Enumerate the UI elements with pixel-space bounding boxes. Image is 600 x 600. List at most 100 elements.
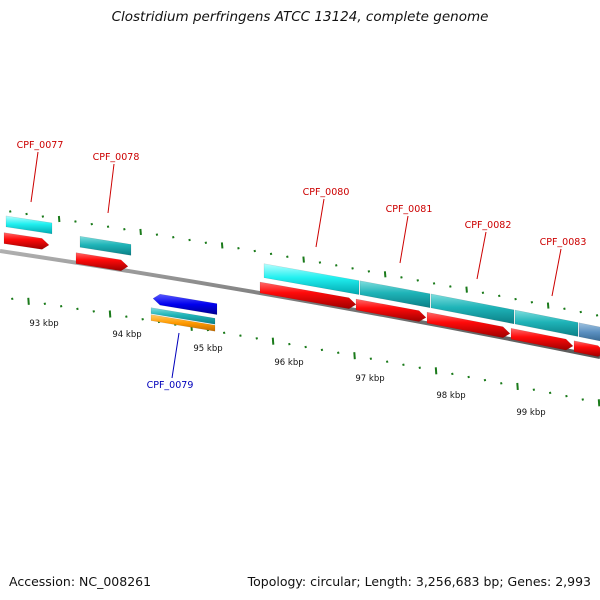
cds-arrow (75, 252, 129, 272)
minor-tick (565, 394, 568, 398)
minor-tick (548, 391, 552, 395)
ruler-label: 93 kbp (29, 319, 58, 329)
cds-arrow (3, 232, 50, 250)
label-leader-line (171, 332, 180, 379)
ruler-label: 98 kbp (436, 391, 465, 401)
minor-tick (74, 220, 77, 223)
minor-tick (255, 337, 258, 340)
label-leader-line (551, 248, 562, 297)
minor-tick (467, 375, 470, 379)
minor-tick (239, 334, 242, 337)
ruler-label: 99 kbp (516, 408, 545, 418)
minor-tick (90, 222, 93, 226)
major-tick (434, 367, 438, 375)
label-leader-line (315, 198, 325, 248)
minor-tick (351, 267, 354, 270)
gene-label-cpf-0081: CPF_0081 (386, 204, 433, 215)
major-tick (220, 242, 224, 249)
gene-label-cpf-0078: CPF_0078 (93, 152, 140, 163)
minor-tick (337, 351, 340, 355)
label-leader-line (107, 163, 115, 214)
label-leader-line (30, 151, 39, 203)
minor-tick (304, 345, 307, 349)
major-tick (516, 382, 519, 391)
gene-label-cpf-0082: CPF_0082 (465, 220, 512, 231)
minor-tick (222, 331, 226, 335)
gene-block-orange (150, 314, 216, 332)
ruler-labels: 93 kbp 94 kbp 95 kbp 96 kbp 97 kbp 98 kbp 99 k… (29, 319, 545, 418)
minor-tick (432, 282, 436, 285)
major-tick (108, 310, 112, 318)
minor-tick (595, 314, 599, 317)
major-tick (27, 297, 30, 305)
feature-track (3, 215, 600, 357)
genome-backbone (0, 249, 600, 359)
cds-arrow (573, 340, 600, 357)
ruler-label: 94 kbp (112, 330, 141, 340)
gene-block-teal (430, 293, 515, 325)
minor-tick (483, 378, 487, 382)
minor-tick (9, 210, 12, 213)
minor-tick (43, 302, 47, 306)
minor-tick (369, 357, 373, 360)
cds-arrow-reverse (152, 293, 218, 315)
minor-tick (563, 307, 566, 311)
cds-arrow (426, 311, 511, 338)
outer-tick-track (9, 210, 599, 317)
gene-block-steel (578, 322, 600, 342)
minor-tick (530, 301, 534, 304)
minor-tick (532, 388, 536, 391)
major-tick (597, 399, 600, 407)
major-tick (546, 302, 550, 309)
minor-tick (204, 241, 208, 244)
minor-tick (288, 342, 291, 346)
accession-label: Accession: NC_008261 (9, 574, 152, 589)
minor-tick (320, 348, 324, 352)
minor-tick (498, 294, 501, 298)
minor-tick (579, 310, 582, 314)
minor-tick (416, 279, 419, 282)
minor-tick (25, 212, 28, 216)
minor-tick (581, 398, 584, 401)
ruler-label: 97 kbp (355, 374, 384, 384)
minor-tick (237, 247, 240, 250)
inner-tick-track (11, 297, 600, 407)
gene-block-cyan (5, 215, 53, 235)
gene-block-teal (514, 309, 579, 337)
minor-tick (400, 276, 403, 279)
gene-block-teal (79, 235, 132, 256)
major-tick (271, 337, 275, 345)
minor-tick (172, 236, 175, 239)
gene-label-cpf-0079: CPF_0079 (147, 380, 194, 391)
gene-label-cpf-0080: CPF_0080 (303, 187, 350, 198)
gene-block-teal (359, 280, 431, 309)
minor-tick (335, 264, 338, 267)
label-leader-line (399, 215, 409, 264)
gene-block-teal (150, 307, 216, 325)
map-title: Clostridium perfringens ATCC 13124, comp… (111, 9, 489, 25)
minor-tick (418, 366, 421, 369)
minor-tick (141, 318, 144, 321)
gene-label-cpf-0077: CPF_0077 (17, 140, 64, 151)
major-tick (139, 228, 142, 236)
ruler-label: 95 kbp (193, 344, 222, 354)
ruler-label: 96 kbp (274, 358, 303, 368)
genome-summary: Topology: circular; Length: 3,256,683 bp… (247, 574, 591, 589)
minor-tick (41, 215, 45, 218)
major-tick (353, 352, 356, 360)
minor-tick (269, 252, 273, 256)
minor-tick (188, 238, 191, 242)
minor-tick (59, 305, 63, 308)
minor-tick (286, 255, 289, 258)
major-tick (57, 215, 61, 223)
minor-tick (402, 363, 405, 366)
minor-tick (125, 315, 128, 318)
minor-tick (367, 270, 371, 273)
major-tick (302, 256, 305, 263)
cds-arrow (355, 298, 427, 322)
minor-tick (449, 285, 452, 288)
minor-tick (385, 360, 389, 363)
minor-tick (318, 261, 322, 264)
minor-tick (106, 225, 110, 228)
